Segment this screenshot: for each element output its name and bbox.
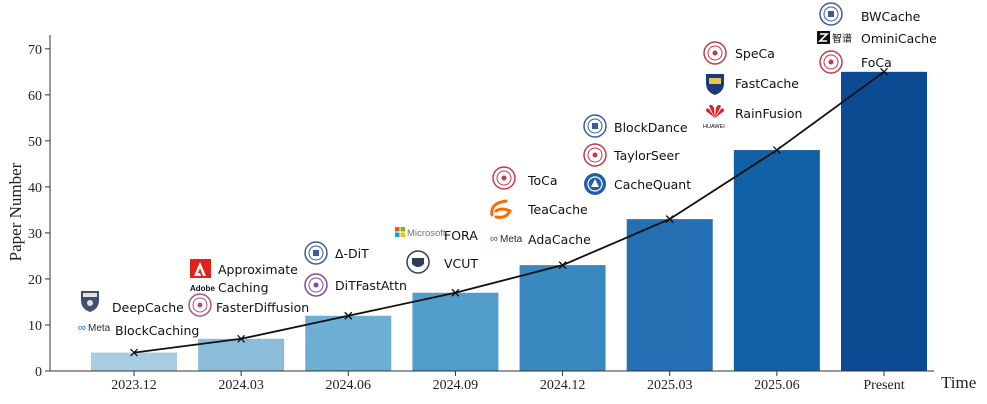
x-tick-label: 2023.12	[111, 378, 157, 393]
method-ominicache: OminiCache	[861, 31, 937, 46]
trend-point-marker	[665, 215, 674, 224]
bar-2024.12	[519, 265, 606, 371]
bars-group	[91, 71, 927, 372]
university-seal-icon	[583, 143, 607, 167]
y-tick-label: 60	[28, 89, 42, 104]
trend-point-marker	[880, 67, 888, 76]
university-seal-icon	[304, 273, 328, 297]
method-cachequant: CacheQuant	[614, 177, 691, 192]
trend-point-marker	[130, 348, 138, 357]
svg-text:Microsoft: Microsoft	[407, 228, 446, 239]
academy-seal-icon	[584, 173, 606, 195]
bar-2024.06	[305, 315, 392, 371]
university-seal-icon	[703, 41, 727, 65]
bar-2025.06	[733, 150, 820, 371]
adobe-logo-icon: Adobe	[190, 259, 215, 293]
axes-group: 0 10 20 30 40 50 60 70 2023.12 2024.03 2024.06 2024…	[28, 35, 934, 393]
y-axis-label: Paper Number	[6, 162, 25, 261]
university-crest-icon	[706, 74, 724, 95]
y-tick-label: 70	[28, 43, 42, 58]
bar-2024.09	[412, 292, 499, 371]
x-tick-label: 2025.06	[754, 378, 800, 393]
svg-text:智谱: 智谱	[832, 32, 852, 45]
zhipu-logo-icon: 智谱	[817, 31, 852, 45]
method-approximate: Approximate	[218, 262, 298, 277]
university-crest-icon	[406, 250, 430, 274]
method-speca: SpeCa	[735, 46, 775, 61]
university-seal-icon	[583, 114, 607, 138]
y-tick-label: 10	[28, 319, 42, 334]
university-seal-icon	[304, 241, 328, 265]
x-tick-label: 2024.03	[218, 378, 264, 393]
method-vcut: VCUT	[444, 256, 478, 271]
huawei-logo-icon: HUAWEI	[703, 104, 725, 130]
university-seal-icon	[188, 293, 212, 317]
y-tick-label: 50	[28, 135, 42, 150]
method-blockdance: BlockDance	[614, 120, 688, 135]
trend-line	[133, 71, 885, 354]
method-fastcache: FastCache	[735, 76, 799, 91]
method-delta-dit: Δ-DiT	[335, 246, 369, 261]
x-tick-label: 2024.06	[326, 378, 372, 393]
trend-point-marker	[451, 288, 460, 297]
method-fasterdiffusion: FasterDiffusion	[216, 300, 309, 315]
svg-text:HUAWEI: HUAWEI	[703, 124, 725, 130]
method-adacache: AdaCache	[528, 232, 591, 247]
method-bwcache: BWCache	[861, 9, 921, 24]
method-annotations: DeepCache ∞ Meta BlockCaching Adobe Appr…	[78, 2, 937, 338]
x-tick-label: 2025.03	[647, 378, 693, 393]
university-seal-icon	[819, 50, 843, 74]
trend-point-marker	[772, 146, 781, 155]
bar-2023.12	[91, 352, 177, 371]
university-seal-icon	[819, 2, 843, 26]
method-rainfusion: RainFusion	[735, 106, 802, 121]
method-deepcache: DeepCache	[112, 300, 184, 315]
alibaba-logo-icon	[490, 199, 513, 219]
method-ditfastattn: DiTFastAttn	[335, 278, 407, 293]
method-blockcaching: BlockCaching	[115, 323, 199, 338]
y-tick-label: 0	[35, 365, 42, 380]
trend-line-group	[130, 67, 888, 357]
university-seal-icon	[492, 166, 516, 190]
x-tick-label: Present	[863, 378, 904, 393]
svg-text:∞: ∞	[78, 322, 86, 334]
method-taylorseer: TaylorSeer	[613, 148, 680, 163]
meta-logo-icon: ∞ Meta	[490, 233, 523, 245]
method-fora: FORA	[444, 228, 478, 243]
x-tick-label: 2024.12	[540, 378, 586, 393]
y-tick-label: 40	[28, 181, 42, 196]
bar-Present	[841, 71, 927, 372]
x-tick-label: 2024.09	[433, 378, 479, 393]
method-foca: FoCa	[861, 55, 892, 70]
bar-2025.03	[626, 219, 713, 371]
method-toca: ToCa	[527, 173, 558, 188]
trend-point-marker	[558, 261, 567, 270]
svg-text:Meta: Meta	[88, 323, 111, 334]
university-crest-icon	[81, 291, 99, 312]
y-tick-label: 30	[28, 227, 42, 242]
method-teacache: TeaCache	[527, 202, 588, 217]
method-caching: Caching	[218, 280, 269, 295]
trend-point-marker	[344, 311, 353, 320]
y-tick-label: 20	[28, 273, 42, 288]
trend-point-marker	[237, 334, 246, 343]
svg-text:∞: ∞	[490, 233, 498, 245]
svg-text:Meta: Meta	[500, 234, 523, 245]
svg-text:Adobe: Adobe	[190, 284, 215, 293]
bar-2024.03	[198, 338, 285, 371]
microsoft-logo-icon: Microsoft	[395, 227, 446, 239]
x-axis-label: Time	[941, 373, 976, 392]
meta-logo-icon: ∞ Meta	[78, 322, 111, 334]
